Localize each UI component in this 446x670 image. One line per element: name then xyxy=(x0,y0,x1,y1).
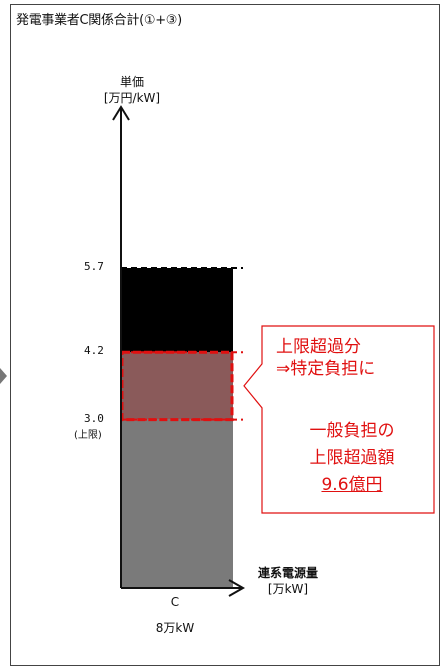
category-label: C xyxy=(170,595,180,609)
y-axis-label-line1: 単価 xyxy=(119,75,144,89)
figure-frame xyxy=(10,4,440,666)
tick-label-5-7: 5.7 xyxy=(84,260,104,273)
x-axis-arrow-icon xyxy=(228,579,246,597)
bar-segment-top xyxy=(121,268,233,353)
y-axis-label: 単価 [万円/kW] xyxy=(92,74,172,106)
tick-label-cap-note: (上限) xyxy=(74,429,102,441)
callout-bottom-text: 一般負担の 上限超過額 9.6億円 xyxy=(270,418,434,499)
y-axis-arrow-icon xyxy=(112,105,130,121)
bar-segment-excess xyxy=(121,352,233,420)
callout-top-text: 上限超過分 ⇒特定負担に xyxy=(276,336,375,380)
y-axis-label-line2: [万円/kW] xyxy=(103,91,161,105)
bar-segment-general-burden xyxy=(121,419,233,588)
callout-bottom-line1: 一般負担の xyxy=(309,421,395,441)
callout-bottom-line3: 9.6億円 xyxy=(321,475,383,495)
x-axis-label-line2: [万kW] xyxy=(267,582,309,596)
x-axis-label: 連系電源量 [万kW] xyxy=(238,565,338,597)
tick-label-3-0: 3.0 xyxy=(84,411,104,425)
callout-top-line1: 上限超過分 xyxy=(276,337,361,357)
x-axis-label-line1: 連系電源量 xyxy=(257,566,318,580)
category-sublabel: 8万kW xyxy=(155,621,195,635)
callout-bottom-line2: 上限超過額 xyxy=(309,448,395,468)
tick-label-4-2: 4.2 xyxy=(84,344,104,358)
callout-box xyxy=(243,325,435,514)
callout-top-line2: ⇒特定負担に xyxy=(276,359,376,379)
chart-title: 発電事業者C関係合計(①+③) xyxy=(16,13,182,28)
left-arrow-icon xyxy=(0,368,7,384)
